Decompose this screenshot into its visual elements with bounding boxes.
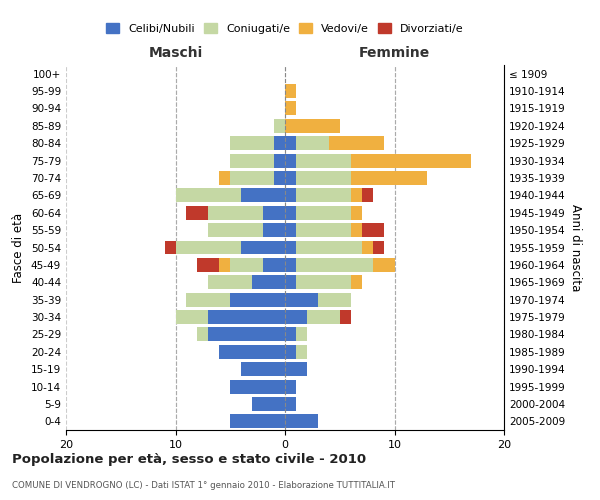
Bar [241,188,285,202]
Bar [263,223,285,237]
Bar [350,223,362,237]
Bar [230,258,263,272]
Y-axis label: Anni di nascita: Anni di nascita [569,204,582,291]
Bar [208,223,263,237]
Bar [285,102,296,116]
Bar [252,276,285,289]
Bar [285,171,296,185]
Bar [350,206,362,220]
Bar [362,240,373,254]
Bar [285,292,318,306]
Bar [220,171,230,185]
Bar [208,328,285,342]
Bar [230,380,285,394]
Legend: Celibi/Nubili, Coniugati/e, Vedovi/e, Divorziati/e: Celibi/Nubili, Coniugati/e, Vedovi/e, Di… [103,20,467,37]
Bar [274,171,285,185]
Bar [362,188,373,202]
Bar [208,206,263,220]
Bar [274,136,285,150]
Bar [285,223,296,237]
Bar [285,136,296,150]
Bar [285,119,340,133]
Bar [285,206,296,220]
Text: Popolazione per età, sesso e stato civile - 2010: Popolazione per età, sesso e stato civil… [12,452,366,466]
Bar [296,345,307,358]
Bar [296,154,350,168]
Bar [285,84,296,98]
Bar [296,258,373,272]
Bar [285,362,307,376]
Bar [197,328,208,342]
Bar [176,240,241,254]
Bar [285,154,296,168]
Bar [241,362,285,376]
Bar [230,171,274,185]
Bar [252,397,285,411]
Bar [208,276,252,289]
Bar [187,292,230,306]
Bar [230,154,274,168]
Y-axis label: Fasce di età: Fasce di età [13,212,25,282]
Bar [164,240,176,254]
Bar [274,119,285,133]
Bar [329,136,383,150]
Bar [176,188,241,202]
Bar [373,240,383,254]
Bar [263,258,285,272]
Bar [285,345,296,358]
Bar [296,223,350,237]
Bar [263,206,285,220]
Bar [362,223,383,237]
Bar [296,171,350,185]
Bar [296,276,350,289]
Bar [318,292,351,306]
Bar [285,258,296,272]
Text: Maschi: Maschi [148,46,203,60]
Bar [230,414,285,428]
Bar [285,397,296,411]
Bar [187,206,208,220]
Bar [285,380,296,394]
Bar [296,206,350,220]
Bar [230,136,274,150]
Bar [350,188,362,202]
Text: COMUNE DI VENDROGNO (LC) - Dati ISTAT 1° gennaio 2010 - Elaborazione TUTTITALIA.: COMUNE DI VENDROGNO (LC) - Dati ISTAT 1°… [12,481,395,490]
Bar [296,240,362,254]
Bar [285,310,307,324]
Bar [241,240,285,254]
Text: Femmine: Femmine [359,46,430,60]
Bar [296,188,350,202]
Bar [285,328,296,342]
Bar [197,258,220,272]
Bar [285,276,296,289]
Bar [296,328,307,342]
Bar [285,188,296,202]
Bar [350,171,427,185]
Bar [230,292,285,306]
Bar [220,345,285,358]
Bar [350,276,362,289]
Bar [373,258,395,272]
Bar [274,154,285,168]
Bar [285,240,296,254]
Bar [340,310,350,324]
Bar [285,414,318,428]
Bar [176,310,208,324]
Bar [350,154,471,168]
Bar [220,258,230,272]
Bar [208,310,285,324]
Bar [296,136,329,150]
Bar [307,310,340,324]
